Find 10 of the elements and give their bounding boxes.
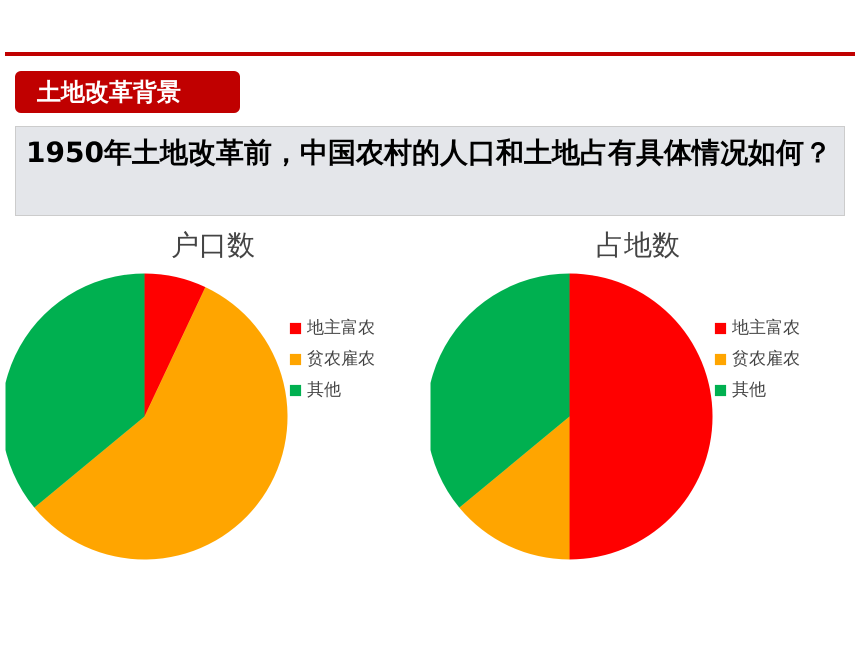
- legend-label: 地主富农: [732, 317, 800, 339]
- chart-title: 户口数: [171, 228, 255, 262]
- text: 土地改革背景: [37, 77, 181, 108]
- legend-label: 其他: [307, 379, 341, 401]
- text: 1950年土地改革前，中国农村的人口和土地占有具体情况如何？: [26, 135, 832, 171]
- chart-title: 占地数: [596, 228, 680, 262]
- legend-label: 贫农雇农: [732, 348, 800, 370]
- legend-label: 贫农雇农: [307, 348, 375, 370]
- legend-label: 其他: [732, 379, 766, 401]
- legend-label: 地主富农: [307, 317, 375, 339]
